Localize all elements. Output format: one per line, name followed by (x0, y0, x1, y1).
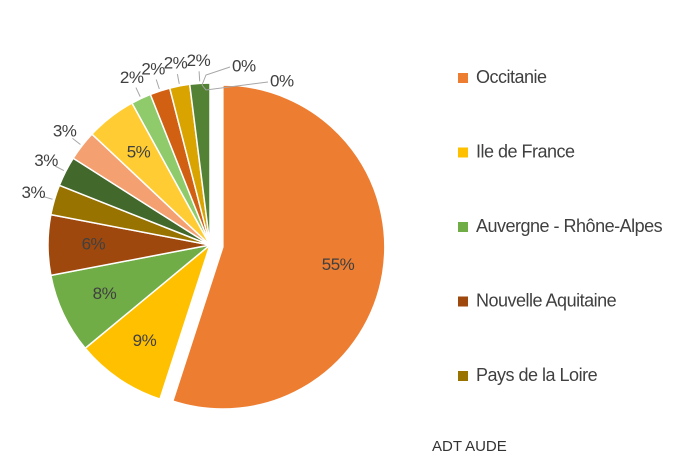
leader-line (201, 66, 231, 86)
legend-label: Ile de France (476, 141, 575, 161)
legend-swatch (458, 371, 468, 381)
data-label: 9% (133, 331, 157, 350)
leader-line (201, 81, 269, 91)
data-label: 2% (164, 54, 188, 73)
data-label: 0% (270, 71, 294, 90)
leader-line (54, 165, 65, 171)
legend-swatch (458, 73, 468, 83)
leader-line (155, 79, 160, 90)
data-label: 3% (22, 183, 46, 202)
data-label: 3% (53, 122, 77, 141)
legend-swatch (458, 222, 468, 232)
leader-line (72, 137, 81, 145)
legend-swatch (458, 147, 468, 158)
data-label: 2% (187, 51, 211, 70)
legend-label: Auvergne - Rhône-Alpes (476, 216, 663, 236)
data-label: 3% (34, 151, 58, 170)
data-label: 2% (141, 59, 165, 78)
source: ADT AUDE (432, 438, 507, 455)
legend-label: Pays de la Loire (476, 365, 598, 385)
legend-label: Nouvelle Aquitaine (476, 290, 617, 310)
legend-swatch (458, 296, 468, 307)
pie-slice (171, 84, 386, 410)
legend-label: Occitanie (476, 67, 547, 87)
data-label: 8% (93, 284, 117, 303)
data-label: 2% (120, 68, 144, 87)
data-label: 5% (127, 142, 151, 161)
leader-line (198, 71, 201, 82)
data-label: 55% (322, 255, 355, 274)
leader-line (176, 73, 180, 84)
data-label: 6% (82, 234, 106, 253)
pie-slice (188, 82, 211, 246)
data-label: 0% (232, 56, 256, 75)
leader-line (135, 87, 141, 97)
leader-line (42, 195, 53, 200)
pie-slice (84, 242, 212, 401)
